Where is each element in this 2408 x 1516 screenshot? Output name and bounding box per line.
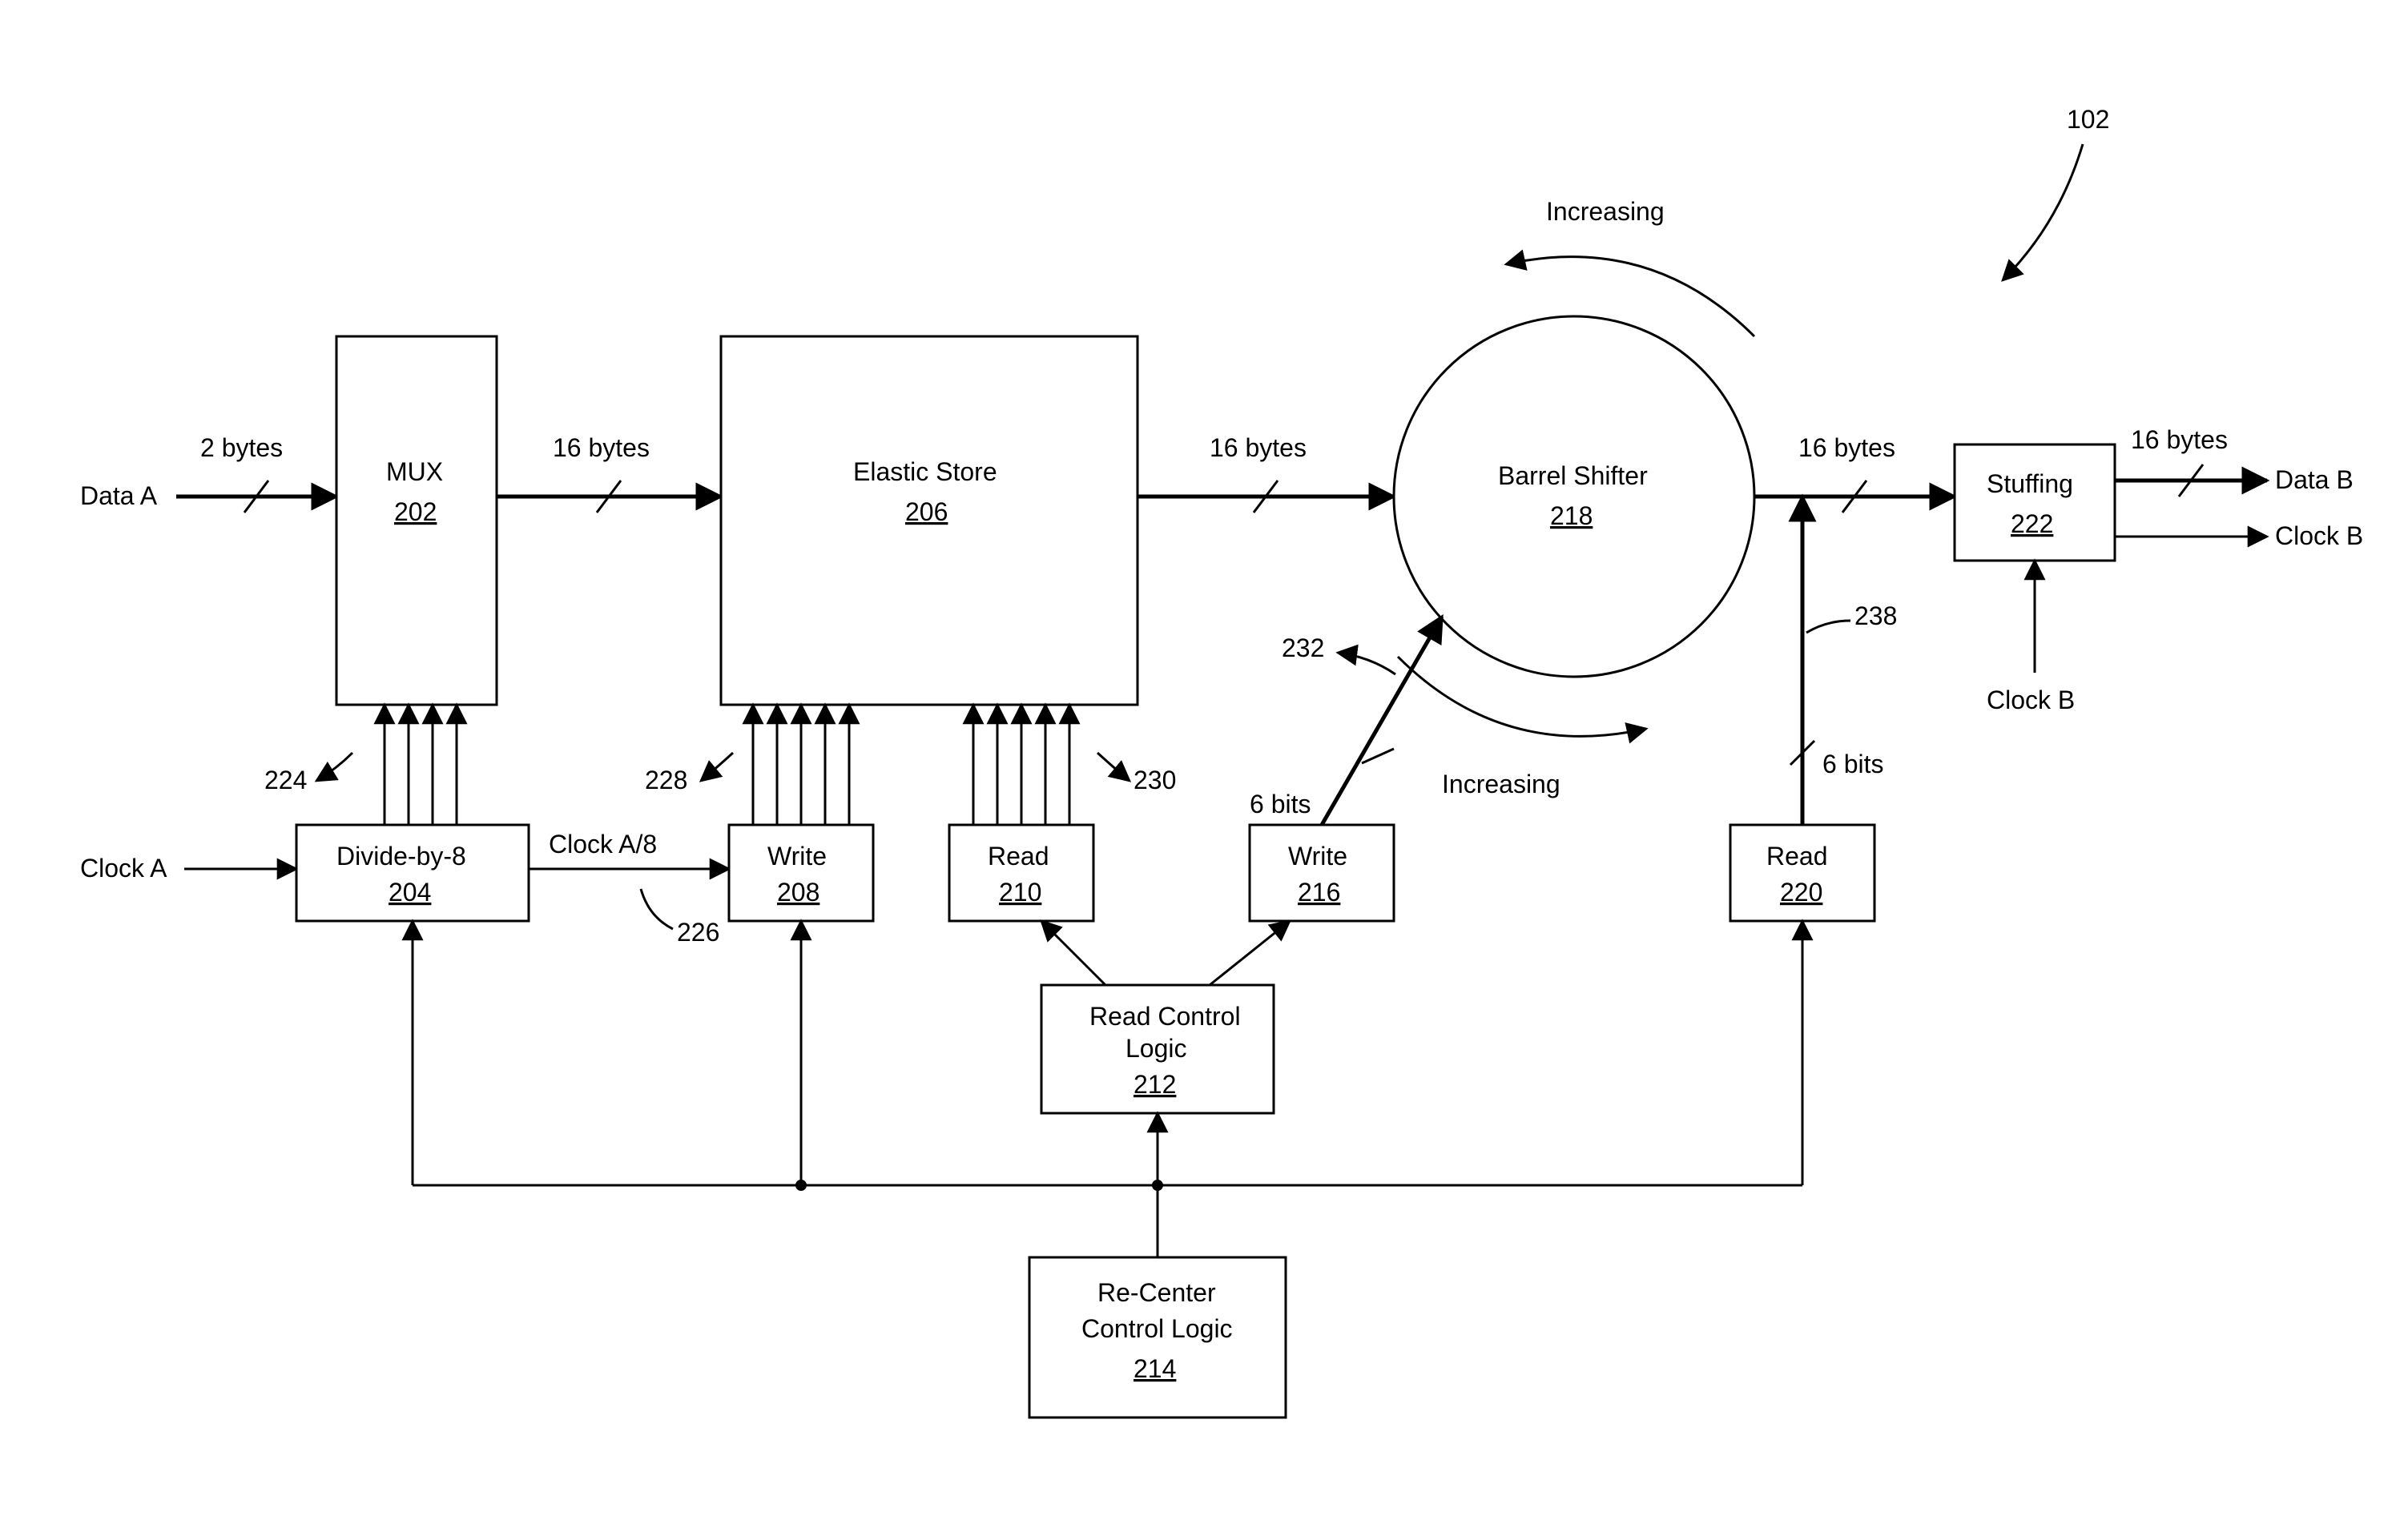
figure-ref: 102 bbox=[2067, 105, 2109, 134]
write-es-label: Write bbox=[767, 842, 827, 871]
mux-ref: 202 bbox=[394, 497, 437, 526]
divide-label: Divide-by-8 bbox=[336, 842, 466, 871]
callout-238: 238 bbox=[1854, 601, 1897, 630]
rc-wbs bbox=[1210, 921, 1290, 985]
divide-ref: 204 bbox=[389, 878, 431, 907]
increasing-bottom: Increasing bbox=[1442, 770, 1560, 798]
figure-ref-leader bbox=[2003, 144, 2083, 280]
callout-228-leader bbox=[701, 753, 733, 781]
rc-res bbox=[1041, 921, 1105, 985]
write-bs-arrow bbox=[1322, 617, 1442, 825]
recenter-ref: 214 bbox=[1134, 1354, 1176, 1383]
data-b-bus: 16 bytes bbox=[2131, 425, 2228, 454]
callout-226: 226 bbox=[677, 918, 719, 947]
elastic-ref: 206 bbox=[905, 497, 948, 526]
stuffing-box bbox=[1955, 444, 2115, 561]
write-bs-ref: 216 bbox=[1298, 878, 1340, 907]
read-ctrl-label2: Logic bbox=[1125, 1034, 1187, 1063]
data-a-bus: 2 bytes bbox=[200, 433, 283, 462]
clock-a-label: Clock A bbox=[80, 854, 167, 883]
callout-224: 224 bbox=[264, 766, 307, 794]
read-ctrl-ref: 212 bbox=[1134, 1070, 1176, 1099]
data-b-label: Data B bbox=[2275, 465, 2354, 494]
callout-230: 230 bbox=[1134, 766, 1176, 794]
clock-a8-label: Clock A/8 bbox=[549, 830, 657, 859]
bs-stuff-bus: 16 bytes bbox=[1798, 433, 1895, 462]
read-es-ref: 210 bbox=[999, 878, 1041, 907]
es-bs-bus: 16 bytes bbox=[1210, 433, 1307, 462]
recenter-label2: Control Logic bbox=[1081, 1314, 1233, 1343]
write-bs-bits: 6 bits bbox=[1250, 790, 1311, 818]
diagram-root: 102 Data A 2 bytes MUX 202 Clock A Divid… bbox=[0, 0, 2408, 1516]
clock-b-in-label: Clock B bbox=[1987, 686, 2075, 714]
callout-230-leader bbox=[1097, 753, 1130, 781]
stuffing-ref: 222 bbox=[2011, 509, 2053, 538]
barrel-ref: 218 bbox=[1550, 501, 1593, 530]
callout-232: 232 bbox=[1282, 633, 1324, 662]
read-bs-label: Read bbox=[1766, 842, 1828, 871]
read-es-label: Read bbox=[988, 842, 1049, 871]
callout-226-leader bbox=[641, 889, 673, 929]
callout-224-leader bbox=[316, 753, 352, 781]
callout-232-leader bbox=[1338, 653, 1395, 674]
mux-label: MUX bbox=[386, 457, 443, 486]
clock-b-out-label: Clock B bbox=[2275, 521, 2363, 550]
read-ctrl-label1: Read Control bbox=[1089, 1002, 1241, 1031]
read-bs-bits: 6 bits bbox=[1822, 750, 1883, 778]
barrel-circle bbox=[1394, 316, 1754, 677]
write-es-box bbox=[729, 825, 873, 921]
read-bs-box bbox=[1730, 825, 1874, 921]
callout-238-leader bbox=[1806, 621, 1850, 633]
mux-es-bus: 16 bytes bbox=[553, 433, 650, 462]
callout-228: 228 bbox=[645, 766, 687, 794]
elastic-label: Elastic Store bbox=[853, 457, 997, 486]
dot-2 bbox=[1152, 1180, 1163, 1191]
divide-box bbox=[296, 825, 529, 921]
write-bs-box bbox=[1250, 825, 1394, 921]
read-bs-ref: 220 bbox=[1780, 878, 1822, 907]
write-bs-label: Write bbox=[1288, 842, 1347, 871]
recenter-label1: Re-Center bbox=[1097, 1278, 1216, 1307]
barrel-label: Barrel Shifter bbox=[1498, 461, 1648, 490]
increasing-top: Increasing bbox=[1546, 197, 1665, 226]
read-es-box bbox=[949, 825, 1093, 921]
data-a-label: Data A bbox=[80, 481, 158, 510]
stuffing-label: Stuffing bbox=[1987, 469, 2073, 498]
write-es-ref: 208 bbox=[777, 878, 819, 907]
